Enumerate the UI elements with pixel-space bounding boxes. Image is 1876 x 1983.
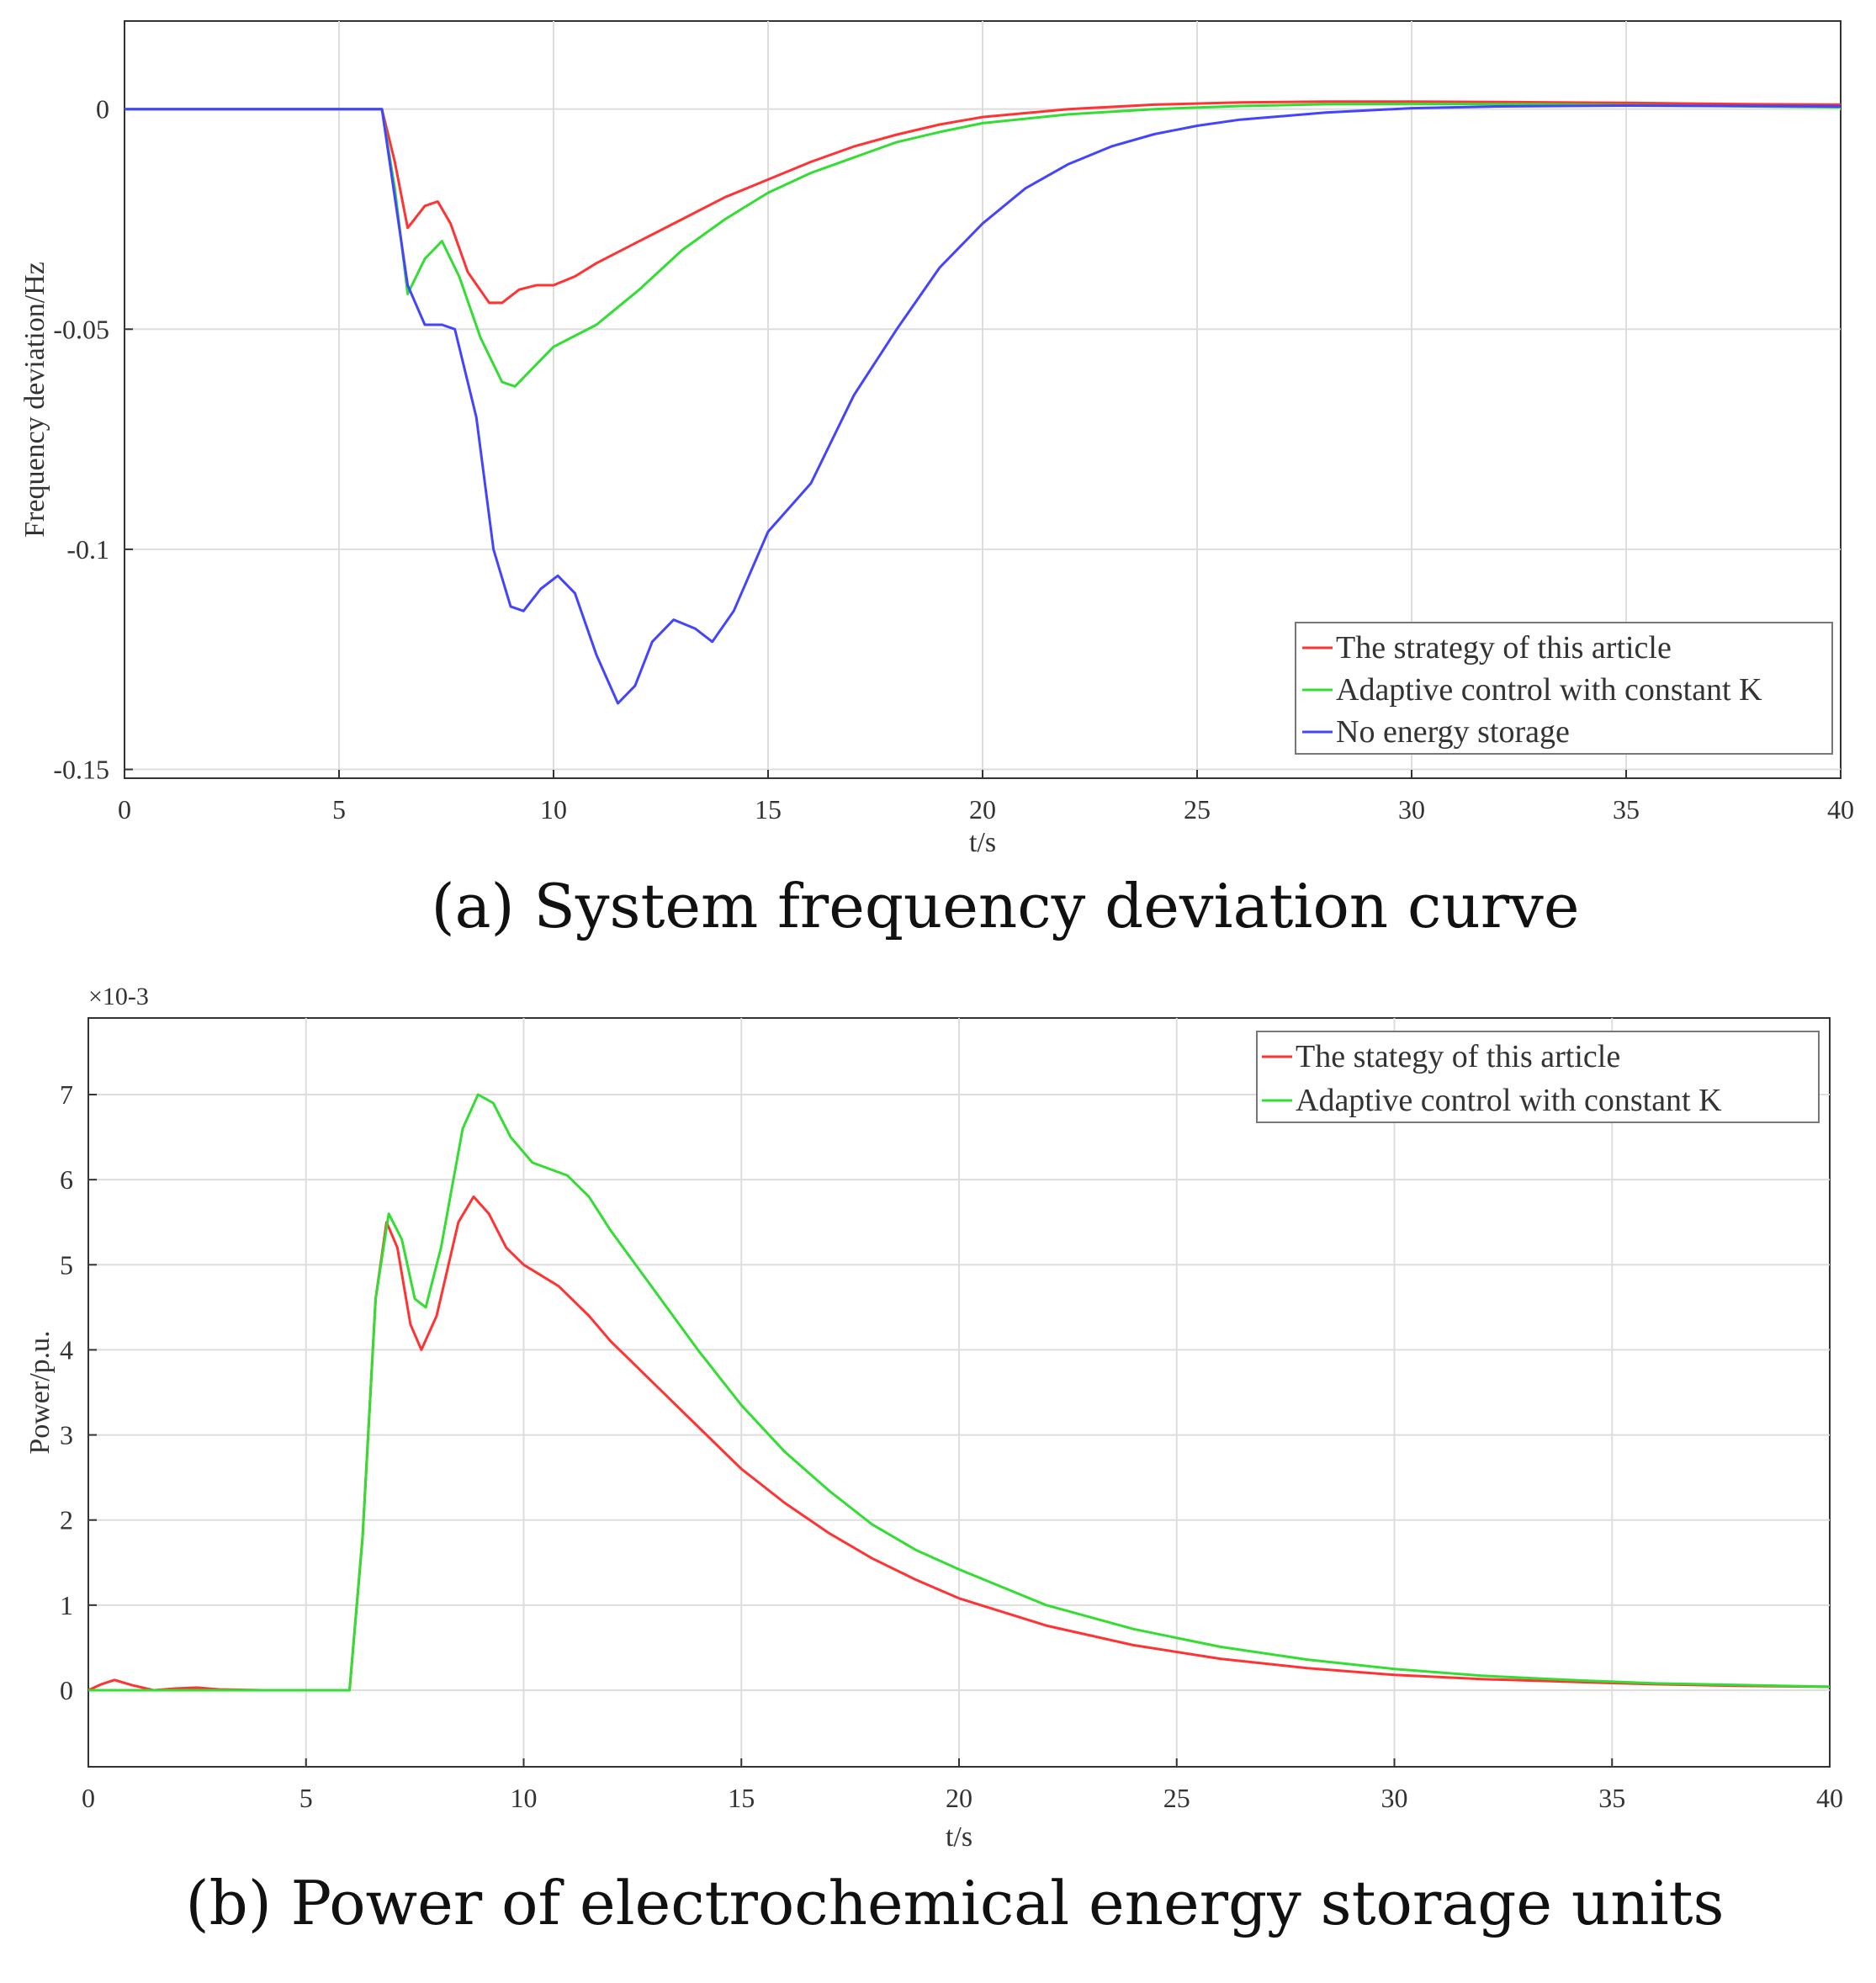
- chart-a-xtick-label: 25: [1184, 794, 1211, 824]
- chart-b-grid: [88, 1018, 1830, 1767]
- chart-b-xtick-label: 35: [1598, 1783, 1625, 1813]
- chart-b-ytick-label: 2: [60, 1505, 73, 1535]
- chart-a-series-line-2: [125, 104, 1842, 705]
- chart-a-xtick-label: 35: [1613, 794, 1640, 824]
- chart-a-legend-box: [1295, 622, 1833, 755]
- chart-b-caption: (b) Power of electrochemical energy stor…: [185, 1868, 1725, 1938]
- chart-a: 0 5 10 15 20 25 30 35 40 0 -0.05 -0.1 -0.15 t/s Freq…: [19, 20, 1854, 858]
- chart-b-xtick-label: 25: [1163, 1783, 1190, 1813]
- chart-b-xtick-label: 5: [299, 1783, 313, 1813]
- chart-a-ticks: 0 5 10 15 20 25 30 35 40 0 -0.05 -0.1 -0.15: [53, 94, 1854, 824]
- chart-a-xtick-label: 20: [969, 794, 996, 824]
- chart-a-caption: (a) System frequency deviation curve: [431, 871, 1580, 941]
- chart-b-legend-box: [1256, 1031, 1820, 1123]
- chart-a-ytick-label: -0.15: [53, 755, 109, 785]
- chart-a-ytick-label: 0: [96, 94, 109, 125]
- chart-a-legend-label-2: No energy storage: [1336, 714, 1570, 750]
- chart-a-xtick-label: 15: [755, 794, 782, 824]
- chart-b-series-line-1: [88, 1093, 1831, 1692]
- chart-a-series-line-1: [125, 102, 1842, 388]
- chart-b-y-multiplier: ×10-3: [88, 983, 149, 1010]
- chart-b-xtick-label: 30: [1381, 1783, 1408, 1813]
- chart-a-legend-label-0: The strategy of this article: [1336, 630, 1672, 665]
- chart-b-ytick-label: 3: [60, 1420, 73, 1450]
- chart-a-xtick-label: 10: [540, 794, 567, 824]
- chart-a-xtick-label: 30: [1398, 794, 1425, 824]
- chart-b-xlabel: t/s: [946, 1821, 972, 1853]
- chart-a-ylabel: Frequency deviation/Hz: [19, 262, 50, 538]
- chart-b-xtick-label: 0: [82, 1783, 95, 1813]
- chart-a-xtick-label: 5: [332, 794, 346, 824]
- chart-b-ytick-label: 7: [60, 1079, 73, 1110]
- chart-b-legend-label-1: Adaptive control with constant K: [1296, 1083, 1722, 1118]
- chart-a-xtick-label: 40: [1827, 794, 1854, 824]
- chart-b-series: [87, 1093, 1831, 1692]
- chart-a-xlabel: t/s: [969, 827, 996, 858]
- chart-b-xtick-label: 20: [946, 1783, 972, 1813]
- chart-b-ytick-label: 1: [60, 1590, 73, 1620]
- chart-a-legend: The strategy of this article Adaptive co…: [1295, 622, 1833, 755]
- chart-b-legend: The stategy of this article Adaptive con…: [1256, 1031, 1820, 1123]
- chart-b-ytick-label: 4: [60, 1334, 73, 1365]
- chart-b-ytick-label: 6: [60, 1164, 73, 1195]
- chart-a-ytick-label: -0.1: [66, 534, 109, 565]
- chart-a-xtick-label: 0: [118, 794, 131, 824]
- chart-b-ylabel: Power/p.u.: [24, 1330, 56, 1454]
- chart-b-ytick-label: 5: [60, 1249, 73, 1280]
- chart-a-series-line-0: [125, 100, 1842, 305]
- chart-b-ticks: 0 5 10 15 20 25 30 35 40 0 1 2 3 4 5 6 7: [60, 1079, 1843, 1813]
- chart-a-series: [125, 100, 1842, 705]
- chart-b-legend-label-0: The stategy of this article: [1296, 1039, 1620, 1074]
- chart-a-ytick-label: -0.05: [53, 314, 109, 344]
- chart-b-xtick-label: 40: [1816, 1783, 1843, 1813]
- chart-b-xtick-label: 15: [728, 1783, 755, 1813]
- chart-b-xtick-label: 10: [511, 1783, 538, 1813]
- chart-a-legend-label-1: Adaptive control with constant K: [1336, 672, 1762, 708]
- chart-b-ytick-label: 0: [60, 1675, 73, 1705]
